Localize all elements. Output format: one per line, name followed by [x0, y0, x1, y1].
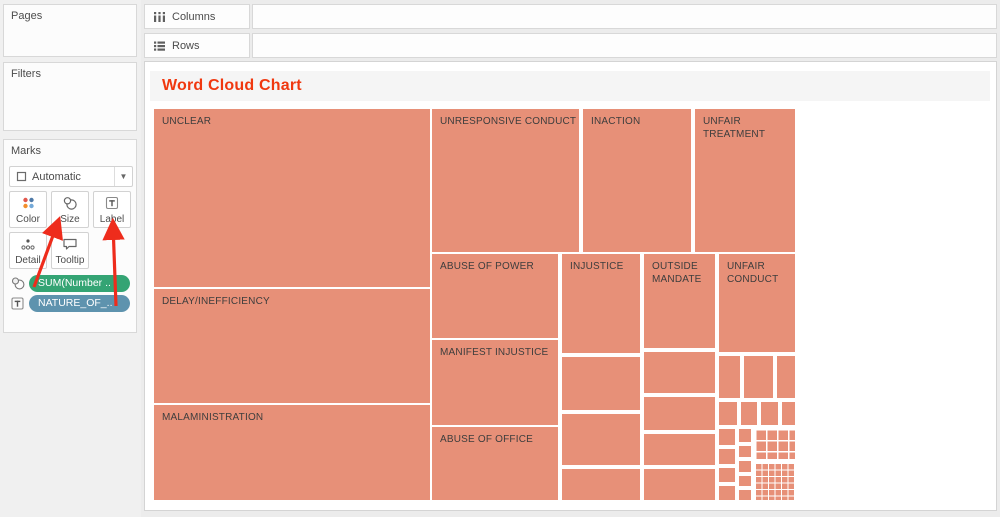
treemap-cell[interactable]: [754, 462, 796, 501]
treemap-cell[interactable]: MANIFEST INJUSTICE: [431, 339, 559, 426]
worksheet-title-band: Word Cloud Chart: [150, 71, 990, 101]
pill-sum-number-label: SUM(Number ..: [38, 277, 111, 289]
worksheet-title: Word Cloud Chart: [162, 77, 302, 94]
pill-nature-of[interactable]: NATURE_OF_..: [29, 295, 130, 312]
treemap-cell[interactable]: [718, 467, 736, 483]
treemap: UNCLEAR DELAY/INEFFICIENCY MALAMINISTRATIO…: [153, 108, 796, 501]
label-button[interactable]: Label: [93, 191, 131, 228]
treemap-cell-label: INJUSTICE: [570, 261, 624, 272]
mark-type-value: Automatic: [32, 170, 81, 183]
columns-shelf-header: Columns: [144, 4, 250, 29]
side-panel: Pages Filters Marks Automatic ▼ Color: [0, 0, 141, 517]
treemap-cell[interactable]: OUTSIDE MANDATE: [643, 253, 716, 349]
treemap-cell[interactable]: UNCLEAR: [153, 108, 431, 288]
rows-shelf-label: Rows: [172, 39, 200, 52]
treemap-cell[interactable]: [718, 448, 736, 465]
treemap-cell[interactable]: MALAMINISTRATION: [153, 404, 431, 501]
treemap-cell[interactable]: [738, 460, 752, 473]
treemap-cell[interactable]: UNFAIR CONDUCT: [718, 253, 796, 353]
treemap-cell-label: OUTSIDE MANDATE: [652, 261, 702, 285]
treemap-cell-label: UNCLEAR: [162, 116, 212, 127]
pages-shelf-label: Pages: [11, 10, 43, 22]
treemap-cell[interactable]: [743, 355, 774, 399]
size-button[interactable]: Size: [51, 191, 89, 228]
treemap-cell-label: MANIFEST INJUSTICE: [440, 347, 549, 358]
treemap-cell[interactable]: [738, 445, 752, 458]
treemap-cell-label: DELAY/INEFFICIENCY: [162, 296, 270, 307]
detail-dots-icon: [20, 233, 36, 255]
treemap-cell[interactable]: [776, 355, 796, 399]
treemap-cell[interactable]: [561, 468, 641, 501]
rows-shelf-header: Rows: [144, 33, 250, 58]
filters-shelf[interactable]: Filters: [3, 62, 137, 131]
treemap-cell-label: MALAMINISTRATION: [162, 412, 264, 423]
treemap-cell-label: UNFAIR CONDUCT: [727, 261, 779, 285]
rows-shelf-droparea[interactable]: [252, 33, 997, 58]
worksheet-view: Word Cloud Chart UNCLEAR DELAY/INEFFICIEN…: [144, 61, 997, 511]
marks-card-label: Marks: [11, 145, 41, 157]
treemap-cell[interactable]: [718, 428, 736, 446]
columns-shelf-droparea[interactable]: [252, 4, 997, 29]
treemap-cell[interactable]: [738, 475, 752, 487]
treemap-cell[interactable]: UNRESPONSIVE CONDUCT: [431, 108, 580, 253]
columns-shelf-label: Columns: [172, 10, 216, 23]
treemap-cell[interactable]: INJUSTICE: [561, 253, 641, 354]
treemap-cell-label: ABUSE OF OFFICE: [440, 434, 534, 445]
pill-nature-of-label: NATURE_OF_..: [38, 297, 113, 309]
shape-square-icon: [16, 171, 27, 182]
treemap-cell[interactable]: [643, 468, 716, 501]
treemap-cell[interactable]: [561, 356, 641, 411]
treemap-cell-label: UNRESPONSIVE CONDUCT: [440, 116, 577, 127]
tooltip-button-label: Tooltip: [55, 255, 85, 266]
tooltip-button[interactable]: Tooltip: [51, 232, 89, 269]
columns-bars-icon: [153, 11, 166, 23]
detail-button[interactable]: Detail: [9, 232, 47, 269]
treemap-cell[interactable]: INACTION: [582, 108, 692, 253]
treemap-cell[interactable]: [738, 489, 752, 501]
treemap-cell[interactable]: [643, 433, 716, 466]
treemap-cell[interactable]: [738, 428, 752, 443]
treemap-cell-label: ABUSE OF POWER: [440, 261, 534, 272]
pages-shelf[interactable]: Pages: [3, 4, 137, 57]
treemap-cell[interactable]: [718, 355, 741, 399]
pill-sum-number[interactable]: SUM(Number ..: [29, 275, 130, 292]
treemap-cell[interactable]: [760, 401, 779, 426]
treemap-cell[interactable]: ABUSE OF OFFICE: [431, 426, 559, 501]
size-button-label: Size: [60, 214, 80, 225]
label-button-label: Label: [99, 214, 125, 225]
treemap-cell[interactable]: [643, 396, 716, 431]
text-label-icon: [9, 297, 26, 310]
filters-shelf-label: Filters: [11, 68, 41, 80]
treemap-cell[interactable]: DELAY/INEFFICIENCY: [153, 288, 431, 404]
chevron-down-icon[interactable]: ▼: [114, 167, 132, 186]
treemap-cell[interactable]: [718, 401, 738, 426]
tooltip-bubble-icon: [62, 233, 78, 255]
treemap-cell[interactable]: [718, 485, 736, 501]
rows-bars-icon: [153, 40, 166, 52]
text-label-icon: [105, 192, 119, 214]
treemap-cell[interactable]: UNFAIR TREATMENT: [694, 108, 796, 253]
treemap-cell[interactable]: [740, 401, 758, 426]
marks-card: Marks Automatic ▼ Color: [3, 139, 137, 333]
treemap-cell[interactable]: [781, 401, 796, 426]
treemap-cell[interactable]: [754, 428, 796, 460]
color-button[interactable]: Color: [9, 191, 47, 228]
size-circles-icon: [62, 192, 78, 214]
treemap-cell[interactable]: [643, 351, 716, 394]
detail-button-label: Detail: [15, 255, 41, 266]
treemap-cell-label: UNFAIR TREATMENT: [703, 116, 766, 140]
treemap-cell[interactable]: ABUSE OF POWER: [431, 253, 559, 339]
mark-type-dropdown[interactable]: Automatic ▼: [9, 166, 133, 187]
color-dots-icon: [21, 192, 35, 214]
treemap-cell[interactable]: [561, 413, 641, 466]
treemap-cell-label: INACTION: [591, 116, 641, 127]
color-button-label: Color: [16, 214, 40, 225]
size-circles-icon: [9, 276, 26, 291]
